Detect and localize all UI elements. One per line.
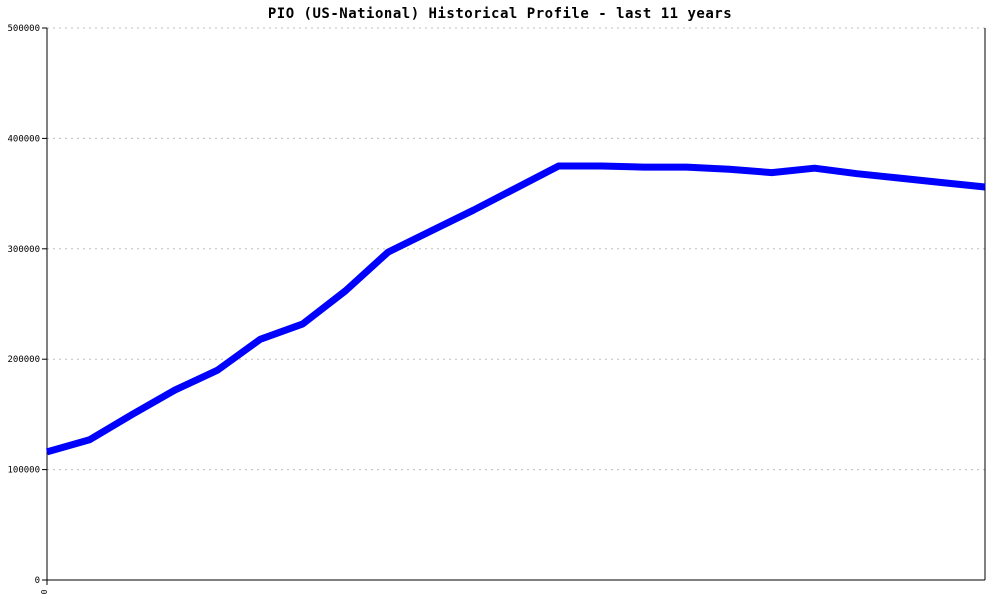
chart-title: PIO (US-National) Historical Profile - l… xyxy=(268,6,732,22)
y-axis-tick-label-100000: 100000 xyxy=(7,466,40,476)
axes xyxy=(46,28,986,581)
y-axis-tick-label-200000: 200000 xyxy=(7,355,40,365)
x-axis-tick-label-0: 0 xyxy=(40,589,49,594)
axis-tick-labels: 0 100000 200000 300000 400000 500000 0 xyxy=(7,24,49,594)
y-axis-tick-label-400000: 400000 xyxy=(7,134,40,144)
y-axis-tick-label-500000: 500000 xyxy=(7,24,40,34)
y-axis-tick-label-300000: 300000 xyxy=(7,245,40,255)
data-series xyxy=(46,162,986,456)
gridlines xyxy=(47,27,985,471)
tick-marks xyxy=(42,27,48,585)
data-line xyxy=(46,162,986,456)
y-axis-tick-label-0: 0 xyxy=(35,576,40,586)
